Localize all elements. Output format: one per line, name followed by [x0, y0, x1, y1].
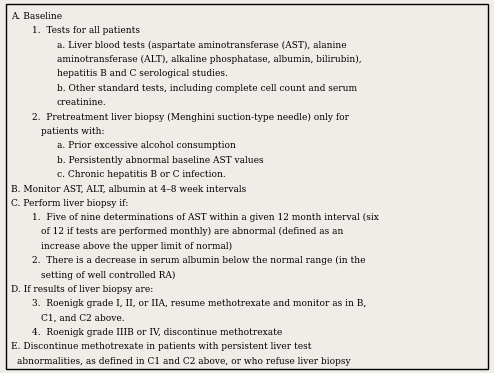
Text: a. Liver blood tests (aspartate aminotransferase (AST), alanine: a. Liver blood tests (aspartate aminotra… [57, 41, 346, 50]
Text: 1.  Five of nine determinations of AST within a given 12 month interval (six: 1. Five of nine determinations of AST wi… [32, 213, 379, 222]
Text: 3.  Roenigk grade I, II, or IIA, resume methotrexate and monitor as in B,: 3. Roenigk grade I, II, or IIA, resume m… [32, 299, 367, 308]
Text: creatinine.: creatinine. [57, 98, 107, 107]
Text: B. Monitor AST, ALT, albumin at 4–8 week intervals: B. Monitor AST, ALT, albumin at 4–8 week… [11, 184, 246, 193]
Text: b. Other standard tests, including complete cell count and serum: b. Other standard tests, including compl… [57, 84, 357, 93]
Text: b. Persistently abnormal baseline AST values: b. Persistently abnormal baseline AST va… [57, 156, 263, 164]
Text: E. Discontinue methotrexate in patients with persistent liver test: E. Discontinue methotrexate in patients … [11, 342, 311, 351]
Text: C1, and C2 above.: C1, and C2 above. [41, 313, 124, 323]
Text: D. If results of liver biopsy are:: D. If results of liver biopsy are: [11, 285, 153, 294]
Text: of 12 if tests are performed monthly) are abnormal (defined as an: of 12 if tests are performed monthly) ar… [41, 227, 343, 236]
Text: c. Chronic hepatitis B or C infection.: c. Chronic hepatitis B or C infection. [57, 170, 226, 179]
Text: 1.  Tests for all patients: 1. Tests for all patients [32, 26, 140, 35]
Text: A. Baseline: A. Baseline [11, 12, 62, 21]
Text: aminotransferase (ALT), alkaline phosphatase, albumin, bilirubin),: aminotransferase (ALT), alkaline phospha… [57, 55, 362, 64]
Text: increase above the upper limit of normal): increase above the upper limit of normal… [41, 242, 232, 251]
Text: patients with:: patients with: [41, 127, 104, 136]
Text: a. Prior excessive alcohol consumption: a. Prior excessive alcohol consumption [57, 141, 236, 150]
Text: 2.  There is a decrease in serum albumin below the normal range (in the: 2. There is a decrease in serum albumin … [32, 256, 366, 265]
Text: C. Perform liver biopsy if:: C. Perform liver biopsy if: [11, 198, 128, 208]
Text: hepatitis B and C serological studies.: hepatitis B and C serological studies. [57, 69, 228, 78]
Text: setting of well controlled RA): setting of well controlled RA) [41, 270, 175, 279]
Text: 2.  Pretreatment liver biopsy (Menghini suction-type needle) only for: 2. Pretreatment liver biopsy (Menghini s… [32, 113, 349, 122]
Text: abnormalities, as defined in C1 and C2 above, or who refuse liver biopsy: abnormalities, as defined in C1 and C2 a… [17, 357, 351, 366]
Text: 4.  Roenigk grade IIIB or IV, discontinue methotrexate: 4. Roenigk grade IIIB or IV, discontinue… [32, 328, 283, 337]
